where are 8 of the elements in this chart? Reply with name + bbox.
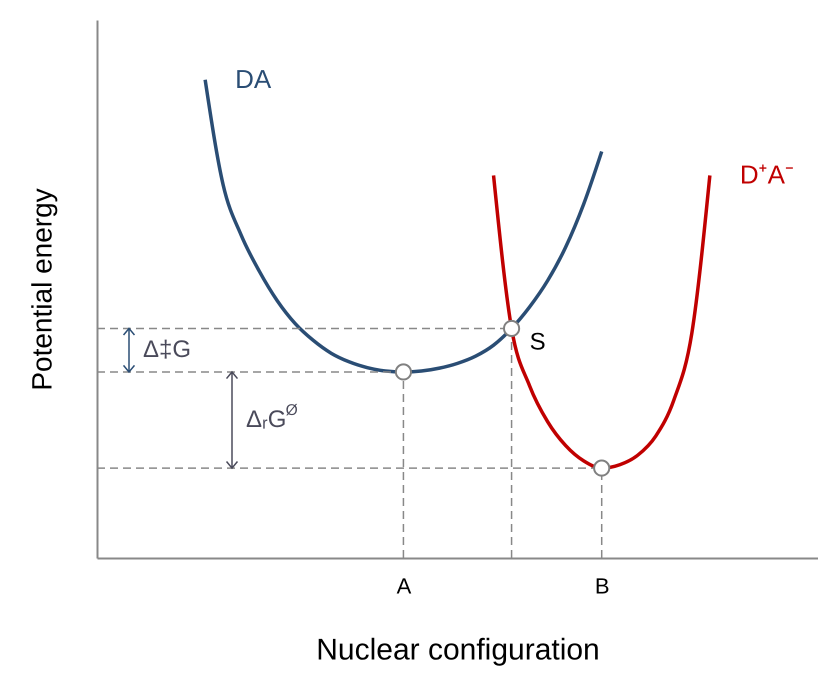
x-tick-label: A xyxy=(396,574,412,598)
series-label: DA xyxy=(235,64,272,94)
series-label: D⁺A⁻ xyxy=(740,159,794,190)
x-axis-title: Nuclear configuration xyxy=(316,634,600,666)
annotation: Δ‡G xyxy=(143,336,192,364)
annotation: S xyxy=(530,328,546,356)
y-axis-title: Potential energy xyxy=(26,188,58,391)
x-tick-label: B xyxy=(594,574,610,598)
